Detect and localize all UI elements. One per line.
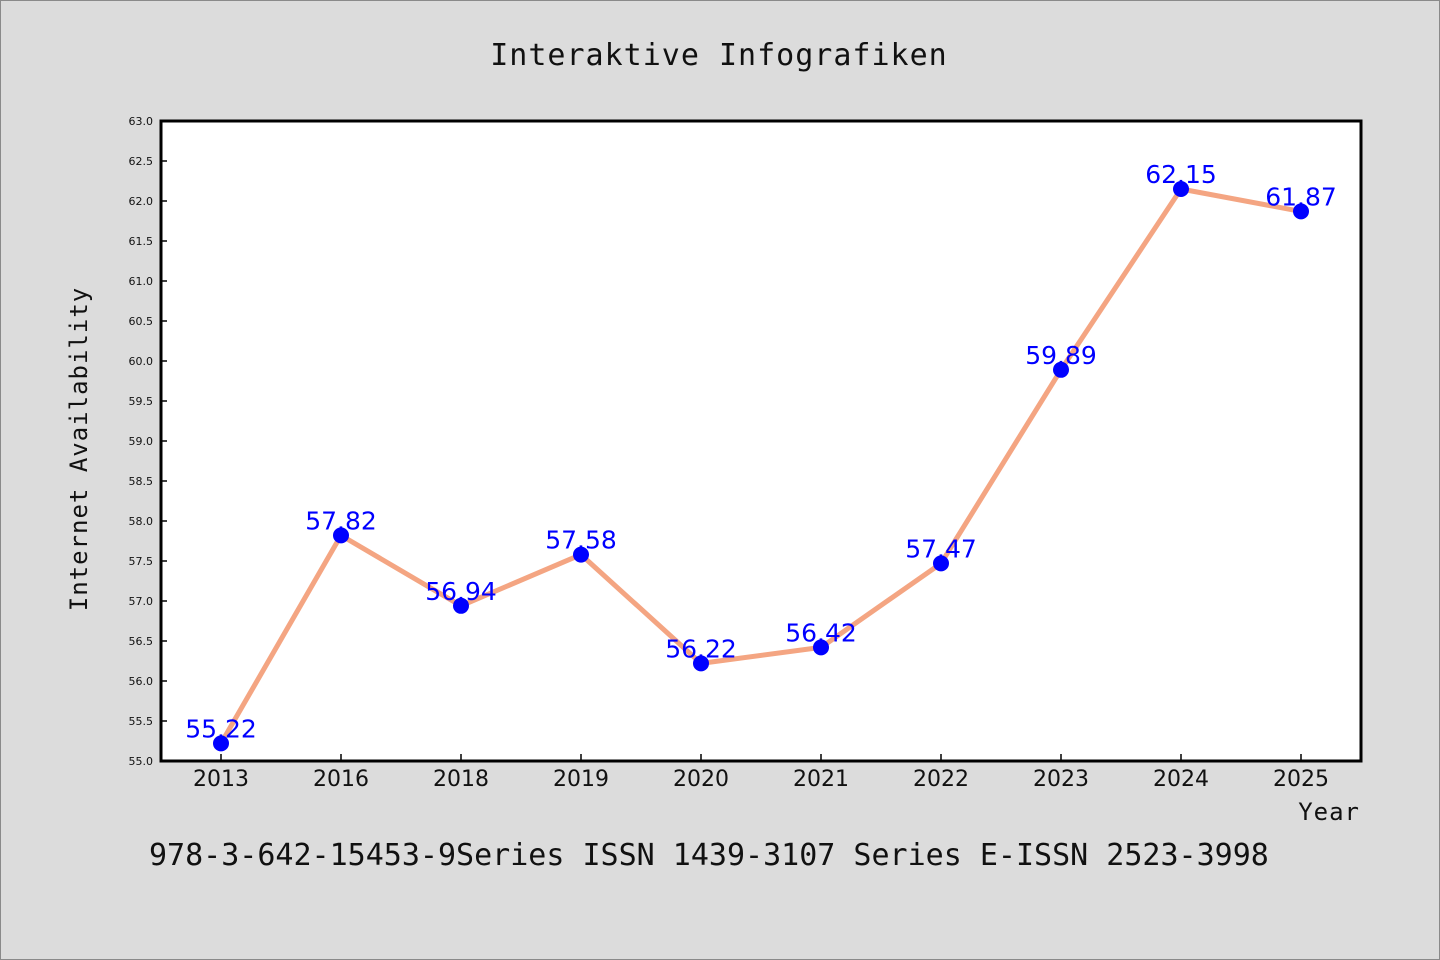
data-label: 57.58 [545,526,617,555]
y-tick-label: 60.5 [129,315,154,328]
plot-frame [159,119,1363,763]
data-label: 56.94 [425,577,497,606]
data-point [1173,181,1189,197]
data-label: 62.15 [1145,160,1217,189]
y-tick-label: 56.0 [129,675,154,688]
data-point [213,735,229,752]
y-tick-label: 59.5 [129,395,154,408]
x-tick-label: 2023 [1033,767,1089,792]
x-tick-label: 2024 [1153,767,1209,792]
data-label: 57.82 [305,506,377,535]
data-points [213,181,1309,752]
x-tick-label: 2013 [193,767,249,792]
y-tick-label: 58.0 [129,515,154,528]
x-tick-label: 2019 [553,767,609,792]
data-label: 61.87 [1265,182,1337,211]
x-tick-label: 2018 [433,767,489,792]
data-point [1053,361,1069,378]
y-tick-label: 56.5 [129,635,154,648]
data-point [573,546,589,563]
data-label: 57.47 [905,534,977,563]
y-tick-label: 55.0 [129,755,154,768]
y-tick-label: 55.5 [129,715,154,728]
data-point [453,597,469,614]
data-point [933,555,949,572]
y-tick-label: 58.5 [129,475,154,488]
footer-isbn-issn: 978-3-642-15453-9Series ISSN 1439-3107 S… [149,838,1269,873]
y-tick-label: 60.0 [129,355,154,368]
x-tick-label: 2020 [673,767,729,792]
x-tick-label: 2016 [313,767,369,792]
y-tick-label: 59.0 [129,435,154,448]
y-tick-label: 62.5 [129,155,154,168]
y-tick-label: 62.0 [129,195,154,208]
x-tick-label: 2025 [1273,767,1329,792]
data-point [1293,203,1309,220]
x-tick-label: 2021 [793,767,849,792]
y-tick-label: 57.5 [129,555,154,568]
data-point [693,655,709,672]
x-axis-label: Year [1298,798,1360,826]
x-tick-label: 2022 [913,767,969,792]
series-line [218,186,1302,745]
plot-area [161,121,1361,761]
data-point [813,639,829,656]
data-labels: 55.22 57.82 56.94 57.58 56.22 56.42 57.47 59.89… [185,160,1337,743]
data-point [333,527,349,544]
y-tick-label: 61.5 [129,235,154,248]
y-tick-label: 57.0 [129,595,154,608]
data-label: 59.89 [1025,341,1097,370]
data-label: 56.42 [785,618,857,647]
y-axis-label: Internet Availability [65,287,93,611]
data-label: 55.22 [185,714,257,743]
y-tick-label: 63.0 [129,115,154,128]
y-axis-ticks: 55.0 55.5 56.0 56.5 57.0 57.5 58.0 58.5 59.0 59.5… [129,115,167,768]
chart-title: Interaktive Infografiken [490,38,947,73]
y-tick-label: 61.0 [129,275,154,288]
data-label: 56.22 [665,634,737,663]
x-axis-ticks: 2013 2016 2018 2019 2020 2021 2022 2023 2024 2025 [193,754,1329,792]
